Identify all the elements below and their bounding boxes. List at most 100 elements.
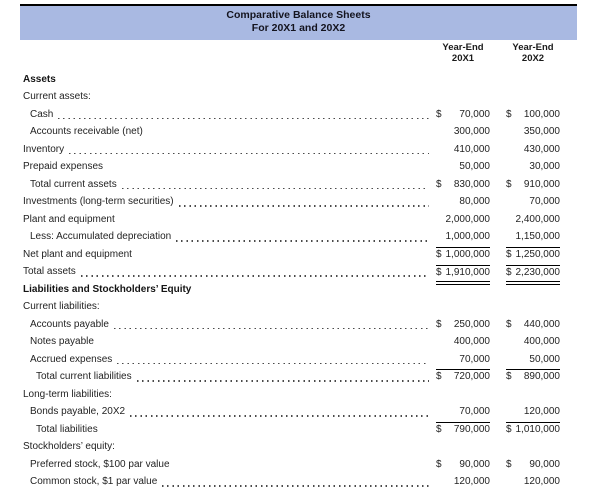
amount-20x2: 100,000 bbox=[523, 108, 560, 120]
value-20x2: 400,000 bbox=[506, 335, 560, 350]
value-20x2: 30,000 bbox=[506, 160, 560, 175]
amount-20x2: 1,010,000 bbox=[515, 423, 561, 435]
amount-20x1: 2,000,000 bbox=[445, 213, 491, 225]
dot-leader bbox=[132, 249, 436, 263]
currency-symbol: $ bbox=[506, 108, 512, 120]
dot-leader bbox=[115, 214, 436, 228]
value-20x1: 120,000 bbox=[436, 475, 490, 490]
table-row: Preferred stock, $100 par value $90,000 $9… bbox=[21, 455, 577, 473]
value-20x1: 1,000,000 bbox=[436, 230, 491, 245]
row-label: Long-term liabilities: bbox=[23, 388, 112, 400]
table-row: Bonds payable, 20X2 70,000 120,000 bbox=[21, 403, 577, 421]
value-20x2: $1,250,000 bbox=[506, 246, 560, 263]
currency-symbol: $ bbox=[506, 458, 512, 470]
row-label: Inventory bbox=[23, 143, 65, 155]
dot-leader bbox=[112, 354, 436, 368]
amount-20x1: 300,000 bbox=[453, 126, 490, 137]
amount-20x1: 250,000 bbox=[453, 318, 490, 330]
dot-leader bbox=[91, 91, 436, 105]
currency-symbol: $ bbox=[436, 458, 442, 470]
dot-leader bbox=[98, 424, 436, 438]
value-20x2 bbox=[506, 90, 560, 105]
table-row: Stockholders’ equity: bbox=[21, 438, 577, 456]
dot-leader bbox=[112, 389, 436, 403]
row-label: Bonds payable, 20X2 bbox=[30, 406, 126, 417]
balance-sheet-rows: Assets Current assets: Cash $70,000 $100,000… bbox=[21, 70, 577, 490]
amount-20x2: 50,000 bbox=[529, 353, 560, 365]
amount-20x2: 120,000 bbox=[523, 406, 560, 417]
dot-leader bbox=[157, 476, 436, 490]
amount-20x2: 440,000 bbox=[523, 318, 560, 330]
table-row: Investments (long-term securities) 80,000… bbox=[21, 193, 577, 211]
value-20x1: 80,000 bbox=[436, 195, 490, 210]
table-row: Less: Accumulated depreciation 1,000,000 1… bbox=[21, 228, 577, 246]
amount-20x1: 1,910,000 bbox=[445, 267, 491, 278]
column-header-line: 20X1 bbox=[451, 52, 475, 64]
dot-leader bbox=[115, 441, 436, 455]
amount-20x1: 410,000 bbox=[453, 143, 490, 155]
row-label: Total current assets bbox=[30, 178, 117, 190]
amount-20x1: 120,000 bbox=[453, 476, 490, 487]
table-row: Accounts payable $250,000 $440,000 bbox=[21, 315, 577, 333]
table-row: Total current assets $830,000 $910,000 bbox=[21, 175, 577, 193]
currency-symbol: $ bbox=[506, 318, 512, 330]
amount-20x1: 50,000 bbox=[459, 161, 490, 172]
row-label: Prepaid expenses bbox=[23, 161, 104, 172]
amount-20x2: 890,000 bbox=[523, 371, 560, 382]
row-label: Current assets: bbox=[23, 91, 91, 102]
value-20x2: $2,230,000 bbox=[506, 265, 560, 285]
value-20x2 bbox=[506, 300, 560, 315]
amount-20x1: 830,000 bbox=[453, 178, 490, 190]
row-label: Liabilities and Stockholders’ Equity bbox=[23, 283, 192, 295]
value-20x1: 300,000 bbox=[436, 125, 490, 140]
amount-20x2: 350,000 bbox=[523, 126, 560, 137]
value-20x2: $100,000 bbox=[506, 108, 560, 123]
currency-symbol: $ bbox=[436, 108, 442, 120]
currency-symbol: $ bbox=[506, 423, 512, 435]
amount-20x2: 90,000 bbox=[529, 458, 560, 470]
amount-20x2: 120,000 bbox=[523, 476, 560, 487]
amount-20x2: 430,000 bbox=[523, 143, 560, 155]
statement-title: Comparative Balance Sheets bbox=[226, 9, 371, 21]
currency-symbol: $ bbox=[436, 248, 442, 260]
title-banner: Comparative Balance Sheets For 20X1 and … bbox=[20, 4, 577, 40]
table-row: Common stock, $1 par value 120,000 120,000 bbox=[21, 473, 577, 491]
value-20x2: $90,000 bbox=[506, 458, 560, 473]
row-label: Accrued expenses bbox=[30, 353, 113, 365]
value-20x1: 2,000,000 bbox=[436, 213, 491, 228]
row-label: Less: Accumulated depreciation bbox=[30, 231, 172, 242]
currency-symbol: $ bbox=[506, 371, 512, 382]
value-20x1: $250,000 bbox=[436, 318, 490, 333]
value-20x1: $720,000 bbox=[436, 369, 490, 385]
value-20x2: 70,000 bbox=[506, 195, 560, 210]
row-label: Net plant and equipment bbox=[23, 248, 132, 260]
row-label: Notes payable bbox=[30, 336, 94, 347]
currency-symbol: $ bbox=[506, 248, 512, 260]
value-20x2 bbox=[506, 440, 560, 455]
value-20x1: 70,000 bbox=[436, 353, 490, 368]
value-20x2: $440,000 bbox=[506, 318, 560, 333]
dot-leader bbox=[191, 284, 436, 298]
amount-20x1: 90,000 bbox=[459, 458, 490, 470]
value-20x1 bbox=[436, 90, 490, 105]
row-label: Preferred stock, $100 par value bbox=[30, 458, 170, 470]
row-label: Assets bbox=[23, 73, 56, 85]
table-row: Plant and equipment 2,000,000 2,400,000 bbox=[21, 210, 577, 228]
table-row: Current liabilities: bbox=[21, 298, 577, 316]
dot-leader bbox=[53, 109, 436, 123]
currency-symbol: $ bbox=[436, 318, 442, 330]
table-row: Long-term liabilities: bbox=[21, 385, 577, 403]
dot-leader bbox=[103, 161, 436, 175]
table-row: Liabilities and Stockholders’ Equity bbox=[21, 280, 577, 298]
amount-20x1: 70,000 bbox=[459, 353, 490, 365]
amount-20x2: 2,400,000 bbox=[515, 213, 561, 225]
value-20x2: 350,000 bbox=[506, 125, 560, 140]
amount-20x1: 80,000 bbox=[459, 196, 490, 207]
table-row: Accounts receivable (net) 300,000 350,000 bbox=[21, 123, 577, 141]
value-20x1 bbox=[436, 388, 490, 403]
table-row: Net plant and equipment $1,000,000 $1,250,… bbox=[21, 245, 577, 263]
currency-symbol: $ bbox=[436, 178, 442, 190]
value-20x1: 70,000 bbox=[436, 405, 490, 420]
value-20x1: $830,000 bbox=[436, 178, 490, 193]
amount-20x1: 1,000,000 bbox=[445, 248, 491, 260]
